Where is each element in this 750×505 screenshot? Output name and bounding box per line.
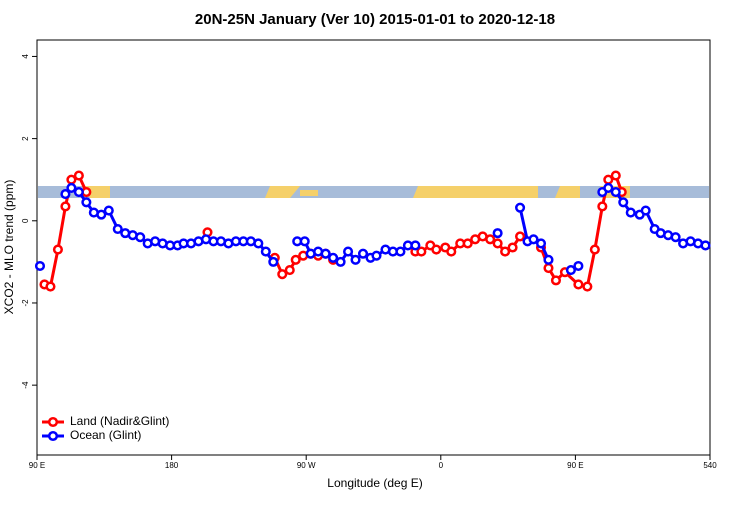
point: [515, 231, 526, 242]
series-line: [64, 186, 706, 272]
point: [492, 238, 503, 249]
x-tick-label: 90 E: [567, 461, 583, 470]
point: [34, 260, 46, 272]
point: [597, 201, 608, 212]
point: [299, 236, 310, 247]
point: [45, 281, 56, 292]
point: [431, 244, 442, 255]
point: [135, 232, 146, 243]
point: [371, 250, 382, 261]
point: [60, 201, 71, 212]
point: [73, 170, 84, 181]
point: [357, 248, 369, 259]
point: [589, 244, 600, 255]
point: [410, 240, 421, 251]
point: [610, 170, 621, 181]
y-tick-label: 0: [21, 218, 30, 223]
legend-label: Ocean (Glint): [70, 428, 141, 442]
point: [573, 260, 584, 272]
x-tick-label: 180: [165, 461, 179, 470]
point: [81, 197, 92, 208]
point: [96, 209, 107, 220]
point: [446, 246, 457, 257]
point: [573, 279, 584, 290]
point: [528, 234, 539, 245]
point: [328, 252, 339, 263]
x-axis-label: Longitude (deg E): [327, 476, 422, 490]
y-tick-label: 4: [21, 54, 30, 59]
point: [277, 269, 288, 280]
point: [253, 238, 264, 249]
point: [485, 234, 496, 245]
point: [52, 244, 63, 255]
map-strip: [38, 186, 709, 198]
point: [260, 246, 271, 257]
point: [507, 242, 518, 253]
point: [535, 238, 547, 249]
point: [700, 240, 711, 251]
point: [462, 238, 473, 249]
y-tick-label: -4: [21, 381, 30, 389]
point: [268, 256, 279, 267]
point: [66, 182, 77, 193]
y-tick-label: -2: [21, 299, 30, 307]
point: [284, 265, 295, 276]
point: [670, 232, 681, 243]
point: [112, 223, 123, 235]
point: [565, 265, 576, 276]
plot-frame: [36, 39, 711, 456]
point: [416, 246, 427, 257]
x-tick-label: 540: [703, 461, 717, 470]
point: [350, 254, 361, 265]
point: [335, 256, 346, 267]
point: [492, 228, 503, 239]
point: [500, 246, 511, 257]
point: [543, 254, 554, 265]
point: [640, 205, 651, 216]
point: [395, 246, 406, 257]
x-tick-label: 90 W: [297, 461, 316, 470]
legend-marker: [47, 416, 59, 428]
point: [320, 248, 331, 259]
x-tick-label: 90 E: [29, 461, 45, 470]
point: [73, 186, 84, 198]
point: [625, 207, 636, 218]
x-tick-label: 0: [439, 461, 444, 470]
y-tick-label: 2: [21, 136, 30, 141]
point: [515, 202, 526, 213]
point: [543, 262, 554, 274]
point: [550, 275, 562, 286]
point: [618, 197, 629, 208]
point: [103, 205, 114, 216]
chart-title: 20N-25N January (Ver 10) 2015-01-01 to 2…: [195, 11, 555, 28]
point: [582, 281, 593, 292]
point: [60, 189, 71, 200]
legend-label: Land (Nadir&Glint): [70, 414, 169, 428]
point: [290, 254, 301, 265]
y-axis-label: XCO2 - MLO trend (ppm): [2, 180, 16, 315]
point: [343, 246, 354, 257]
point: [610, 186, 621, 198]
legend-marker: [47, 430, 59, 442]
point: [603, 182, 614, 193]
